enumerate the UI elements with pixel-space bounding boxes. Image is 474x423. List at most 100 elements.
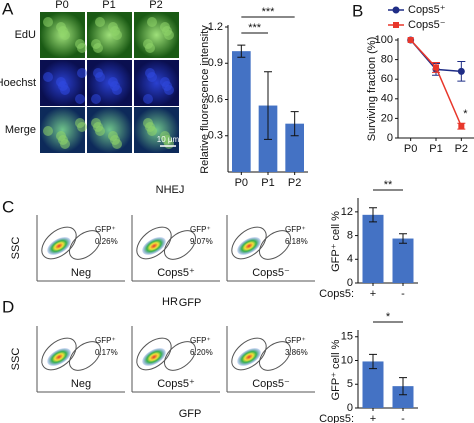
significance: **: [384, 179, 393, 191]
y-tick-label: 4: [347, 253, 353, 265]
gate: [231, 337, 267, 371]
gate-percent: 3.86%: [285, 348, 308, 357]
x-tick-label: P0: [404, 143, 417, 155]
marker: [433, 64, 439, 71]
panel-label: D: [2, 297, 14, 316]
legend-label: Cops5⁺: [408, 4, 446, 16]
row-label: Merge: [5, 124, 36, 136]
cell: [75, 94, 85, 104]
gate-percent: 0.17%: [95, 348, 118, 357]
flow-title: HR: [162, 296, 178, 308]
x-tick-label: -: [401, 288, 405, 300]
marker: [407, 37, 414, 43]
cell: [143, 94, 153, 104]
column-label: P0: [55, 0, 68, 11]
gate-percent: 6.20%: [190, 348, 213, 357]
cell: [160, 131, 170, 141]
sample-label: Cops5⁺: [157, 378, 195, 390]
y-axis-label: Surviving fraction (%): [366, 37, 378, 142]
cell: [95, 17, 105, 27]
error-bar: [369, 207, 377, 223]
cell: [147, 17, 157, 27]
cell: [143, 39, 153, 49]
scale-bar-label: 10 μm: [157, 135, 180, 144]
cell: [108, 77, 118, 87]
y-tick-label: 0.9: [208, 57, 223, 69]
error-bar: [264, 71, 272, 140]
y-tick-label: 12: [341, 206, 353, 218]
significance: *: [463, 108, 468, 120]
cell: [43, 17, 53, 27]
bar: [362, 361, 384, 408]
cell: [91, 118, 101, 128]
flow-title: NHEJ: [156, 184, 185, 196]
cell: [93, 68, 103, 78]
row-label: Hoechst: [0, 77, 36, 89]
bar: [285, 123, 304, 172]
gate: [231, 226, 267, 260]
flow-x-label: GFP: [179, 297, 202, 309]
error-bar: [369, 353, 377, 370]
x-tick-label: P1: [261, 177, 274, 189]
y-tick-label: 60: [381, 73, 393, 85]
y-tick-label: 1.2: [208, 21, 223, 33]
gate: [136, 337, 172, 371]
cell: [75, 39, 85, 49]
legend-marker: [392, 6, 400, 14]
cell: [43, 72, 53, 82]
x-tick-label: +: [370, 288, 376, 300]
gate: [69, 341, 101, 371]
y-axis-label: GFP⁺ cell %: [330, 211, 342, 272]
gate-label: GFP⁺: [285, 336, 306, 345]
gate: [259, 230, 291, 260]
gate-label: GFP⁺: [95, 336, 116, 345]
gate: [259, 341, 291, 371]
y-tick-label: 10: [341, 354, 353, 366]
cell: [56, 77, 66, 87]
x-axis-label: Cops5:: [319, 413, 354, 423]
gate-label: GFP⁺: [190, 336, 211, 345]
series-line: [410, 39, 463, 127]
row-label: EdU: [15, 29, 36, 41]
y-tick-label: 0.3: [208, 130, 223, 142]
cell: [56, 131, 66, 141]
cell-population: [237, 348, 261, 366]
gate-percent: 9.07%: [190, 237, 213, 246]
x-axis-label: Cops5:: [319, 288, 354, 300]
bar: [232, 51, 251, 172]
sample-label: Neg: [71, 267, 91, 279]
cell: [43, 126, 53, 136]
gate-label: GFP⁺: [285, 225, 306, 234]
sample-label: Cops5⁻: [252, 267, 290, 279]
y-tick-label: 15: [341, 331, 353, 343]
marker: [458, 123, 465, 130]
sample-label: Neg: [71, 378, 91, 390]
column-label: P1: [102, 0, 115, 11]
gate: [41, 226, 77, 260]
flow-y-label: SSC: [10, 237, 22, 260]
y-tick-label: 8: [347, 229, 353, 241]
cell: [160, 22, 170, 32]
micrograph: [87, 107, 132, 153]
x-tick-label: P1: [429, 143, 442, 155]
y-tick-label: 40: [381, 93, 393, 105]
x-tick-label: P2: [455, 143, 468, 155]
bar: [362, 214, 384, 283]
y-axis-label: Relative fluorescence intensity: [199, 25, 211, 174]
gate-label: GFP⁺: [190, 225, 211, 234]
cell-population: [237, 237, 261, 255]
column-label: P2: [149, 0, 162, 11]
gate: [41, 337, 77, 371]
gate: [136, 226, 172, 260]
micrograph: [134, 60, 179, 106]
gate: [69, 230, 101, 260]
x-tick-label: P2: [288, 177, 301, 189]
significance: ***: [248, 22, 262, 34]
gate: [164, 341, 196, 371]
cell: [75, 118, 85, 128]
flow-y-label: SSC: [10, 348, 22, 371]
micrograph: [87, 12, 132, 58]
cell: [91, 94, 101, 104]
gate: [164, 230, 196, 260]
